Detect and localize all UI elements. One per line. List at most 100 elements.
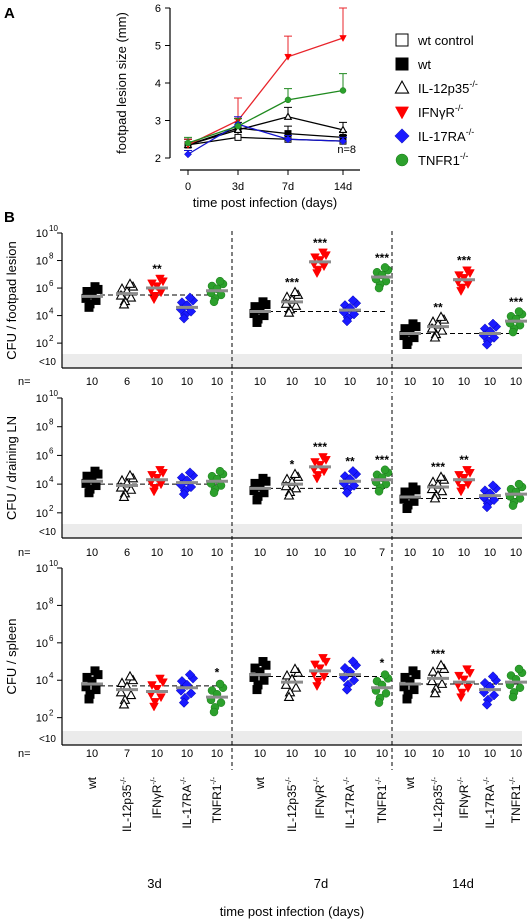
b-point-il12p35 (280, 679, 292, 689)
b-n-value: 10 (432, 547, 444, 559)
b-group-label: 14d (452, 876, 474, 891)
b-y-tick-label: 10 (36, 256, 48, 268)
a-series-line-ifngr (187, 37, 344, 146)
b-point-il12p35 (118, 698, 130, 709)
b-point-wt (258, 657, 268, 667)
b-point-il17ra (185, 481, 197, 493)
b-y-tick-exp: 6 (49, 279, 54, 288)
b-point-il17ra (341, 684, 353, 695)
a-point-il12p35 (338, 125, 348, 133)
a-x-axis-title: time post infection (days) (193, 195, 338, 210)
b-point-ifngr (315, 664, 325, 674)
b-point-tnfr1 (515, 683, 525, 692)
b-point-tnfr1 (381, 689, 391, 698)
b-n-value: 7 (379, 547, 385, 559)
a-point-ifngr (339, 35, 347, 42)
b-point-wt (399, 494, 409, 504)
b-point-il17ra (348, 309, 360, 320)
b-point-ifngr (312, 269, 322, 279)
b-n-value: 10 (151, 376, 163, 388)
b-point-il12p35 (435, 659, 447, 670)
a-y-tick-label: 4 (155, 78, 161, 90)
b-y-tick-exp: 2 (49, 334, 54, 343)
b-point-ifngr (462, 266, 472, 276)
b-point-ifngr (319, 672, 329, 682)
b-n-label: n= (18, 547, 31, 559)
b-point-il12p35 (280, 480, 292, 491)
b-point-il17ra (481, 501, 493, 513)
b-point-wt (81, 293, 91, 303)
b-n-value: 10 (314, 748, 326, 760)
b-point-ifngr (155, 674, 165, 684)
b-point-tnfr1 (514, 479, 524, 489)
b-point-ifngr (315, 461, 325, 470)
b-n-value: 10 (376, 376, 388, 388)
b-y-tick-label: 10 (36, 600, 48, 612)
b-n-value: 7 (124, 748, 130, 760)
b-point-ifngr (313, 677, 323, 687)
b-point-wt (399, 331, 409, 341)
b-y-axis-title: CFU / spleen (4, 619, 19, 695)
b-point-il12p35 (115, 481, 127, 492)
b-point-il12p35 (427, 666, 439, 676)
b-y-tick-label: 10 (36, 638, 48, 650)
b-n-value: 10 (458, 748, 470, 760)
a-point-il12p35 (233, 125, 243, 133)
b-point-wt (84, 694, 94, 704)
a-point-il12p35 (283, 112, 293, 120)
b-point-ifngr (318, 453, 328, 462)
b-point-il17ra (347, 656, 359, 667)
b-point-il12p35 (281, 669, 293, 680)
b-x-strain-label: TNFR1-/- (508, 777, 523, 824)
b-point-il17ra (184, 669, 196, 680)
a-point-tnfr1 (284, 96, 292, 104)
b-point-ifngr (318, 248, 328, 258)
b-point-ifngr (149, 487, 159, 497)
b-point-wt (402, 694, 412, 704)
b-point-wt (408, 319, 418, 329)
b-x-strain-label: wt (85, 776, 99, 790)
b-below-detection-band (62, 731, 522, 745)
b-n-value: 10 (286, 376, 298, 388)
b-point-ifngr (318, 654, 328, 663)
b-point-ifngr (312, 474, 322, 484)
a-y-tick-label: 2 (155, 153, 161, 165)
b-point-il12p35 (436, 324, 448, 335)
b-x-strain-label: IL-17RA-/- (342, 777, 357, 829)
b-n-value: 10 (86, 748, 98, 760)
b-point-il17ra (484, 326, 496, 337)
b-x-strain-label: wt (403, 776, 417, 790)
b-point-ifngr (462, 466, 472, 475)
b-point-il12p35 (435, 311, 447, 321)
b-x-axis-title: time post infection (days) (220, 904, 365, 919)
b-n-value: 10 (286, 748, 298, 760)
a-point-il17ra (184, 150, 192, 159)
b-below-detection-band (62, 524, 522, 538)
b-y-tick-exp: 4 (49, 307, 54, 316)
b-y-tick-exp: 10 (49, 224, 58, 233)
legend-label-ifngr: IFNγR-/- (418, 103, 463, 120)
b-point-il17ra (487, 480, 499, 491)
b-x-strain-label: IFNγR-/- (312, 777, 327, 819)
b-significance: *** (375, 251, 389, 265)
b-point-tnfr1 (514, 307, 524, 316)
b-n-value: 10 (376, 748, 388, 760)
legend-label-tnfr1: TNFR1-/- (418, 151, 468, 168)
b-n-value: 10 (286, 547, 298, 559)
b-y-tick-exp: 10 (49, 389, 58, 398)
b-point-il12p35 (125, 484, 137, 494)
a-y-tick-label: 3 (155, 116, 161, 128)
b-point-wt (84, 302, 94, 312)
b-point-ifngr (152, 685, 162, 694)
b-point-il12p35 (283, 307, 295, 317)
b-point-tnfr1 (209, 488, 219, 497)
b-point-il12p35 (118, 491, 130, 501)
b-point-il12p35 (436, 678, 448, 688)
b-point-il17ra (487, 318, 499, 330)
b-y-tick-exp: 8 (49, 252, 54, 261)
b-point-il12p35 (116, 677, 128, 687)
b-n-value: 10 (484, 376, 496, 388)
b-y-tick-label: 10 (36, 393, 48, 405)
b-n-value: 6 (124, 376, 130, 388)
b-point-il17ra (178, 313, 190, 324)
